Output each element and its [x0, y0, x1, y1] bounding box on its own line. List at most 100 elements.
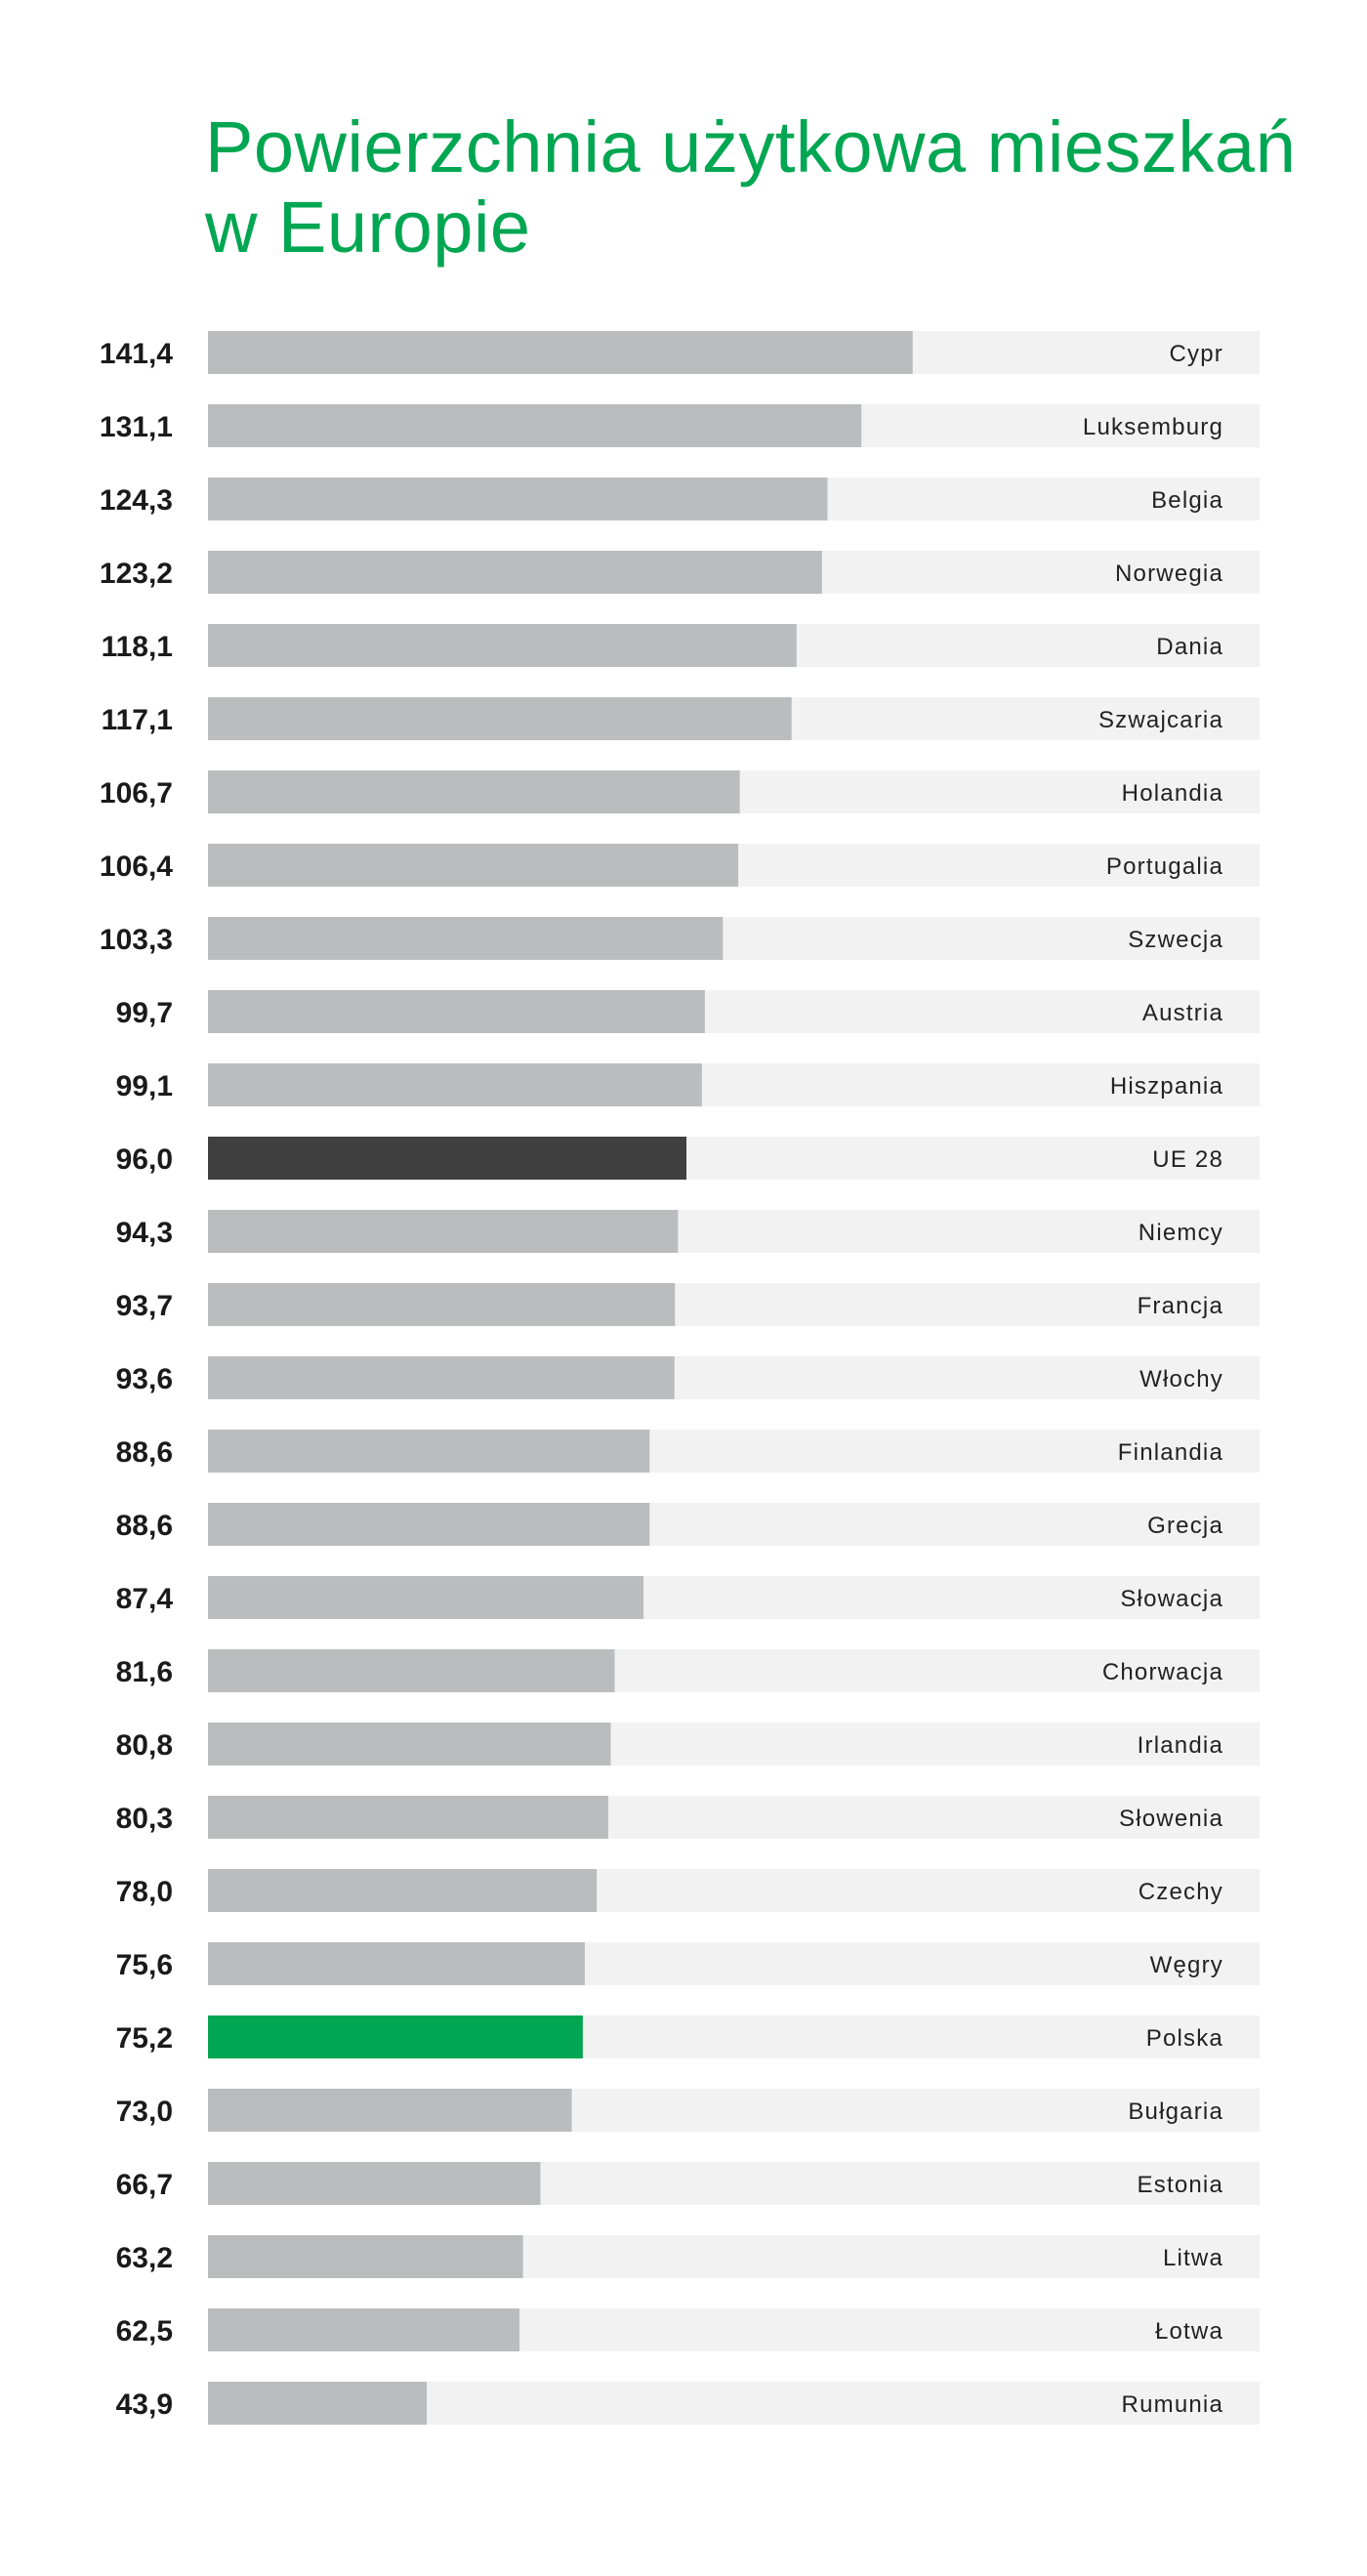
bar-row-austria: 99,7 Austria: [116, 990, 1260, 1033]
value-label: 106,4: [100, 851, 173, 883]
category-label: Chorwacja: [1102, 1659, 1223, 1685]
category-label: Słowenia: [1119, 1806, 1223, 1832]
bar-row-łotwa: 62,5 Łotwa: [116, 2308, 1260, 2351]
category-label: Grecja: [1147, 1513, 1223, 1539]
bar: [208, 697, 792, 740]
value-label: 62,5: [116, 2315, 173, 2347]
bar-row-hiszpania: 99,1 Hiszpania: [116, 1063, 1260, 1106]
bar-row-grecja: 88,6 Grecja: [116, 1503, 1260, 1546]
category-label: Dania: [1156, 634, 1223, 660]
bar: [208, 1430, 650, 1473]
bar: [208, 1210, 679, 1253]
bar-row-bułgaria: 73,0 Bułgaria: [116, 2089, 1260, 2132]
bar: [208, 1942, 585, 1985]
bar-row-szwajcaria: 117,1 Szwajcaria: [102, 697, 1260, 740]
category-label: Słowacja: [1120, 1586, 1223, 1612]
value-label: 117,1: [102, 704, 173, 736]
category-label: Holandia: [1122, 780, 1223, 807]
value-label: 103,3: [100, 924, 173, 956]
value-label: 93,7: [116, 1290, 173, 1322]
bar-row-norwegia: 123,2 Norwegia: [100, 551, 1260, 594]
bar: [208, 1503, 650, 1546]
bar: [208, 2235, 523, 2278]
value-label: 99,1: [116, 1070, 173, 1102]
bar-row-słowenia: 80,3 Słowenia: [116, 1796, 1260, 1839]
bar: [208, 1283, 676, 1326]
bar-row-węgry: 75,6 Węgry: [116, 1942, 1260, 1985]
bar-row-polska: 75,2 Polska: [116, 2015, 1260, 2058]
bar: [208, 1723, 611, 1766]
category-label: Irlandia: [1138, 1732, 1223, 1759]
bar: [208, 2308, 520, 2351]
bar-row-finlandia: 88,6 Finlandia: [116, 1430, 1260, 1473]
value-label: 123,2: [100, 558, 173, 590]
value-label: 99,7: [116, 997, 173, 1029]
category-label: Portugalia: [1106, 853, 1223, 880]
bar: [208, 331, 913, 374]
value-label: 75,2: [116, 2022, 173, 2055]
bar-row-chorwacja: 81,6 Chorwacja: [116, 1649, 1260, 1692]
category-label: Bułgaria: [1128, 2098, 1223, 2125]
value-label: 73,0: [116, 2096, 173, 2128]
category-label: Polska: [1146, 2025, 1223, 2052]
category-label: Norwegia: [1115, 561, 1223, 587]
category-label: Austria: [1142, 1000, 1223, 1026]
value-label: 81,6: [116, 1656, 173, 1688]
bar-row-cypr: 141,4 Cypr: [100, 331, 1260, 374]
value-label: 63,2: [116, 2242, 173, 2274]
bar: [208, 1063, 702, 1106]
value-label: 75,6: [116, 1949, 173, 1981]
bar: [208, 1137, 687, 1180]
category-label: Węgry: [1150, 1952, 1223, 1978]
category-label: Cypr: [1170, 341, 1223, 367]
bar-row-estonia: 66,7 Estonia: [116, 2162, 1260, 2205]
bar: [208, 2015, 583, 2058]
bar-row-litwa: 63,2 Litwa: [116, 2235, 1260, 2278]
category-label: Litwa: [1163, 2245, 1223, 2271]
bar: [208, 1796, 608, 1839]
bar: [208, 844, 739, 887]
chart-title-line-1: Powierzchnia użytkowa mieszkań: [205, 106, 1297, 187]
bar: [208, 1576, 644, 1619]
category-label: Łotwa: [1155, 2318, 1223, 2345]
bar-row-dania: 118,1 Dania: [102, 624, 1260, 667]
bar: [208, 1869, 598, 1912]
value-label: 80,3: [116, 1803, 173, 1835]
value-label: 124,3: [100, 484, 173, 517]
category-label: Luksemburg: [1083, 414, 1223, 440]
value-label: 141,4: [100, 338, 173, 370]
category-label: Szwecja: [1128, 927, 1223, 953]
bar-row-niemcy: 94,3 Niemcy: [116, 1210, 1260, 1253]
bar: [208, 2382, 428, 2425]
bar-row-portugalia: 106,4 Portugalia: [100, 844, 1260, 887]
value-label: 131,1: [100, 411, 173, 443]
chart-title: Powierzchnia użytkowa mieszkań w Europie: [205, 107, 1299, 268]
category-label: Rumunia: [1122, 2391, 1223, 2418]
category-label: Hiszpania: [1110, 1073, 1223, 1100]
category-label: Belgia: [1151, 487, 1223, 514]
category-label: Francja: [1138, 1293, 1223, 1319]
bar-row-czechy: 78,0 Czechy: [116, 1869, 1260, 1912]
bar: [208, 404, 862, 447]
bar-row-francja: 93,7 Francja: [116, 1283, 1260, 1326]
chart-title-line-2: w Europie: [205, 187, 531, 268]
value-label: 66,7: [116, 2169, 173, 2201]
category-label: Finlandia: [1118, 1439, 1223, 1466]
value-label: 94,3: [116, 1217, 173, 1249]
bar: [208, 1649, 615, 1692]
category-label: Czechy: [1139, 1879, 1223, 1905]
bar-row-szwecja: 103,3 Szwecja: [100, 917, 1260, 960]
bar: [208, 2089, 572, 2132]
bar: [208, 990, 705, 1033]
value-label: 93,6: [116, 1363, 173, 1395]
bar: [208, 2162, 541, 2205]
value-label: 88,6: [116, 1436, 173, 1469]
bar: [208, 478, 828, 520]
value-label: 88,6: [116, 1510, 173, 1542]
value-label: 118,1: [102, 631, 173, 663]
bar: [208, 551, 822, 594]
bar-row-belgia: 124,3 Belgia: [100, 478, 1260, 520]
bar-row-irlandia: 80,8 Irlandia: [116, 1723, 1260, 1766]
category-label: Niemcy: [1139, 1220, 1223, 1246]
